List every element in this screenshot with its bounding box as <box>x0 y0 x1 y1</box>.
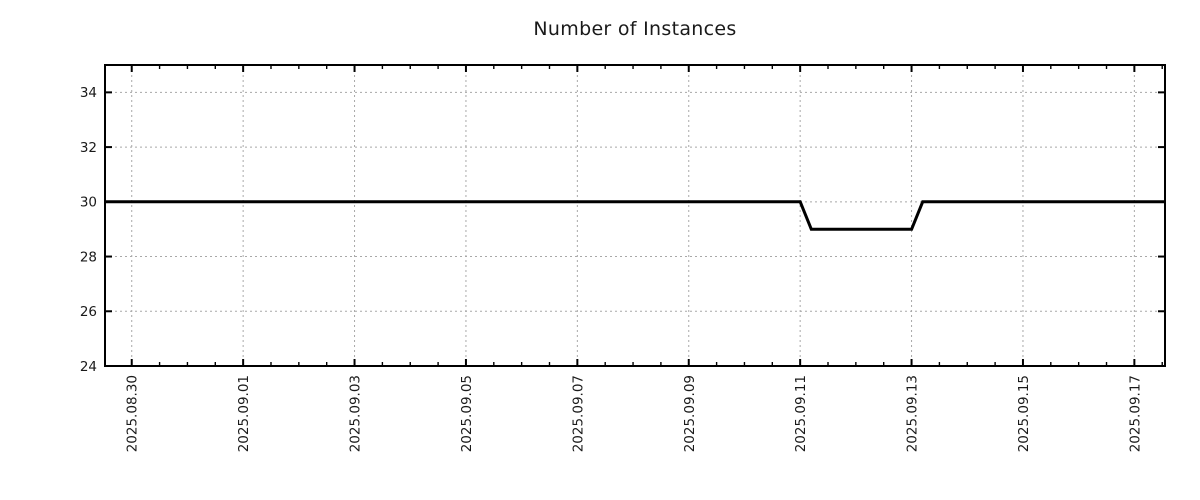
x-tick-label: 2025.09.17 <box>1127 375 1143 452</box>
x-tick-label: 2025.09.05 <box>459 375 475 452</box>
x-tick-label: 2025.09.11 <box>793 375 809 452</box>
chart-title: Number of Instances <box>533 18 737 40</box>
instances-series-line <box>105 200 1165 231</box>
y-tick-label: 32 <box>80 140 97 156</box>
x-tick-label: 2025.09.15 <box>1016 375 1032 452</box>
x-tick-label: 2025.09.07 <box>570 375 586 452</box>
x-tick-label: 2025.09.13 <box>905 375 921 452</box>
x-tick-label: 2025.08.30 <box>125 375 141 452</box>
plot-border <box>104 64 1166 367</box>
y-tick-label: 26 <box>80 304 97 320</box>
y-tick-label: 30 <box>80 195 97 211</box>
y-tick-label: 24 <box>80 359 97 375</box>
x-tick-label: 2025.09.01 <box>236 375 252 452</box>
x-tick-label: 2025.09.03 <box>348 375 364 452</box>
x-tick-label: 2025.09.09 <box>682 375 698 452</box>
y-tick-label: 28 <box>80 249 97 265</box>
y-tick-label: 34 <box>80 85 97 101</box>
